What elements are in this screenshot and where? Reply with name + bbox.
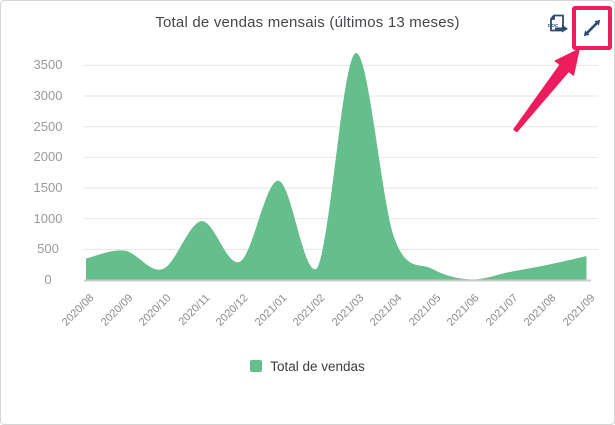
y-axis-label: 1000 bbox=[33, 210, 63, 226]
y-axis-label: 2000 bbox=[33, 149, 63, 165]
export-button[interactable]: DOC bbox=[542, 13, 570, 39]
y-axis-label: 3500 bbox=[33, 57, 63, 73]
series-total-de-vendas[interactable] bbox=[86, 52, 587, 281]
legend-swatch bbox=[250, 360, 263, 372]
highlight-box bbox=[572, 6, 612, 50]
export-doc-icon: DOC bbox=[548, 14, 568, 33]
y-axis-label: 0 bbox=[44, 272, 52, 287]
legend-item-total-de-vendas[interactable]: Total de vendas bbox=[1, 355, 614, 377]
y-axis-label: 3000 bbox=[33, 88, 63, 104]
y-axis-label: 1500 bbox=[33, 180, 63, 196]
y-axis-label: 2500 bbox=[33, 118, 63, 134]
expand-icon bbox=[583, 19, 601, 37]
doc-label: DOC bbox=[548, 23, 559, 28]
expand-button[interactable] bbox=[579, 15, 605, 41]
y-axis-label: 500 bbox=[37, 241, 59, 257]
legend-label: Total de vendas bbox=[270, 358, 365, 374]
chart-title: Total de vendas mensais (últimos 13 mese… bbox=[155, 14, 460, 31]
